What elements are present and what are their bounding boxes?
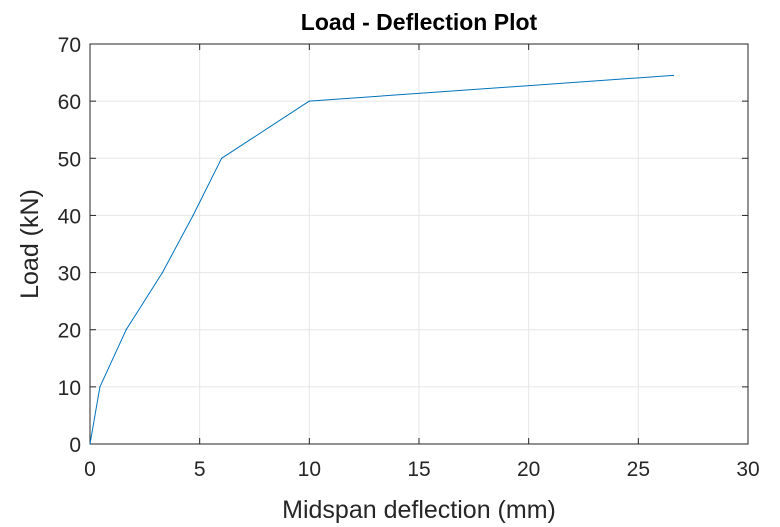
y-tick-label: 0 bbox=[69, 434, 81, 457]
data-point bbox=[99, 386, 101, 388]
data-point bbox=[161, 271, 163, 274]
tick-labels: 0 5 10 15 20 25 30 0 10 20 30 40 50 60 70 bbox=[58, 34, 760, 481]
chart-title: Load - Deflection Plot bbox=[301, 9, 538, 35]
y-tick-label: 40 bbox=[58, 205, 81, 228]
y-tick-label: 30 bbox=[58, 263, 81, 286]
data-point bbox=[89, 443, 91, 445]
x-tick-label: 5 bbox=[194, 458, 206, 481]
x-tick-label: 0 bbox=[84, 458, 96, 481]
y-tick-label: 50 bbox=[58, 148, 81, 171]
data-point bbox=[672, 74, 675, 77]
y-tick-label: 10 bbox=[58, 377, 81, 400]
y-axis-label: Load (kN) bbox=[16, 189, 44, 299]
x-axis-label: Midspan deflection (mm) bbox=[282, 496, 556, 524]
data-point bbox=[308, 100, 310, 102]
data-point bbox=[221, 157, 223, 159]
grid-lines bbox=[90, 44, 748, 444]
data-point bbox=[192, 214, 194, 217]
x-tick-label: 30 bbox=[736, 458, 759, 481]
x-tick-label: 15 bbox=[407, 458, 430, 481]
y-tick-label: 60 bbox=[58, 91, 81, 114]
series-line-0 bbox=[89, 74, 674, 445]
data-point bbox=[125, 329, 127, 331]
x-tick-label: 10 bbox=[298, 458, 321, 481]
x-tick-label: 25 bbox=[627, 458, 650, 481]
y-tick-label: 70 bbox=[58, 34, 81, 57]
x-tick-label: 20 bbox=[517, 458, 540, 481]
series-layer bbox=[89, 74, 675, 445]
y-tick-label: 20 bbox=[58, 320, 81, 343]
